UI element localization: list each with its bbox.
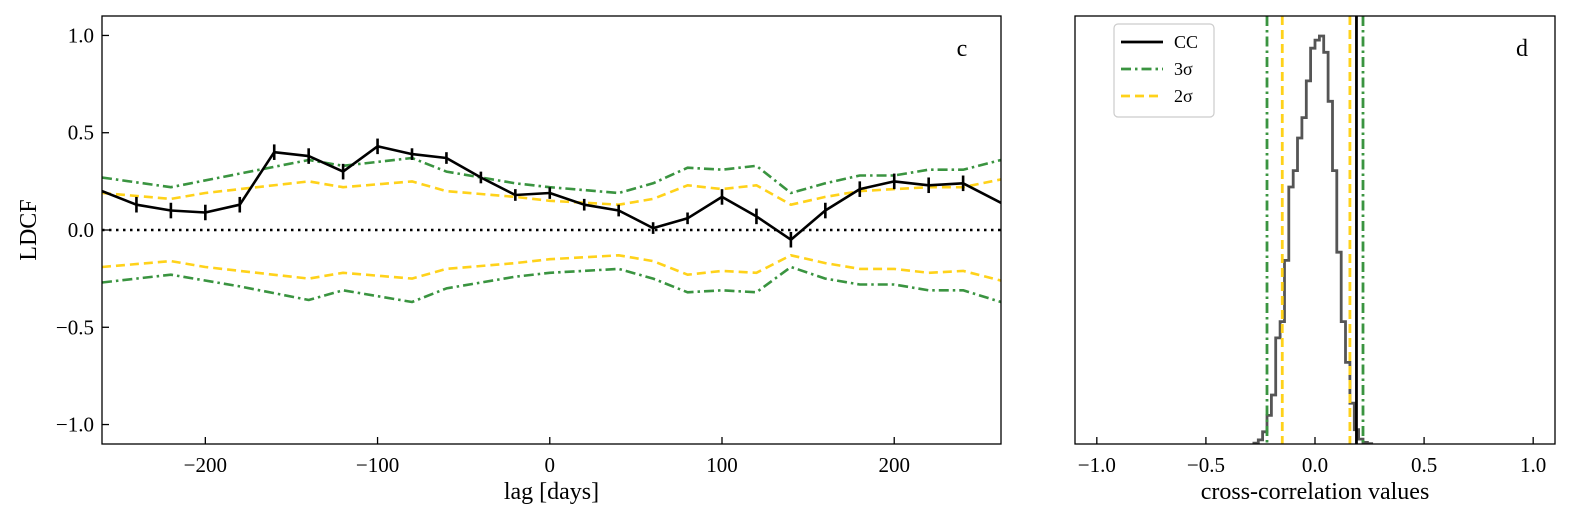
x-tick-label: 100 xyxy=(706,453,738,477)
x-tick-label: 1.0 xyxy=(1520,453,1546,477)
x-tick-label: −100 xyxy=(356,453,399,477)
legend: CC 3σ 2σ xyxy=(1113,23,1215,118)
legend-label: CC xyxy=(1174,32,1198,52)
panel-c-plot-area xyxy=(102,138,1001,304)
x-tick-label: −0.5 xyxy=(1187,453,1225,477)
panel-d-plot-area xyxy=(1252,16,1374,444)
y-tick-label: 0.0 xyxy=(68,218,94,242)
y-tick-label: −1.0 xyxy=(56,413,94,437)
x-tick-label: 200 xyxy=(878,453,910,477)
y-tick-label: 1.0 xyxy=(68,23,94,47)
series-line-ldcf xyxy=(102,145,1001,241)
x-axis-label: cross-correlation values xyxy=(1201,479,1430,505)
series-line-2-upper xyxy=(102,178,1001,206)
panel-label: d xyxy=(1516,36,1528,62)
x-tick-label: −1.0 xyxy=(1078,453,1116,477)
y-tick-label: 0.5 xyxy=(68,121,94,145)
y-axis-label: LDCF xyxy=(16,199,42,260)
histogram-outline xyxy=(1252,34,1374,444)
x-tick-label: 0 xyxy=(545,453,556,477)
series-line-2-lower xyxy=(102,254,1001,282)
x-tick-label: 0.0 xyxy=(1302,453,1328,477)
legend-label: 2σ xyxy=(1174,86,1193,106)
y-tick-label: −0.5 xyxy=(56,315,94,339)
x-axis-label: lag [days] xyxy=(504,479,599,505)
panel-label: c xyxy=(957,36,968,62)
panel-c-ldcf-plot: −200 −100 0 100 200 −1.0 −0.5 0.0 0.5 1.0 lag [day… xyxy=(16,15,1002,505)
series-line-3-lower xyxy=(102,265,1001,304)
series-line-3-upper xyxy=(102,156,1001,195)
legend-label: 3σ xyxy=(1174,59,1193,79)
x-tick-label: 0.5 xyxy=(1411,453,1437,477)
x-tick-label: −200 xyxy=(184,453,227,477)
legend-box xyxy=(1113,23,1215,118)
panel-d-histogram-plot: −1.0 −0.5 0.0 0.5 1.0 cross-correlation value… xyxy=(1074,15,1556,505)
